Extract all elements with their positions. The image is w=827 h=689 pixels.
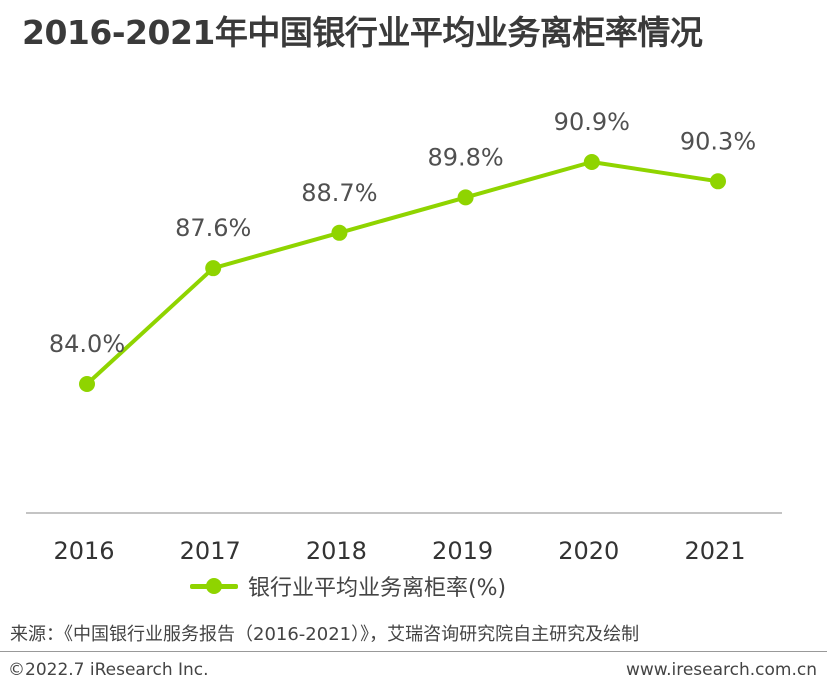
data-label-2016: 84.0%: [49, 330, 125, 358]
x-tick-label-2018: 2018: [306, 537, 367, 565]
x-tick-label-2021: 2021: [684, 537, 745, 565]
x-tick-label-2019: 2019: [432, 537, 493, 565]
data-label-2017: 87.6%: [175, 214, 251, 242]
chart-legend: 银行业平均业务离柜率(%): [190, 570, 506, 602]
data-label-2020: 90.9%: [554, 108, 630, 136]
data-point-2018: [331, 224, 348, 241]
x-tick-label-2016: 2016: [53, 537, 114, 565]
data-point-2017: [205, 260, 222, 277]
data-point-2019: [457, 189, 474, 206]
x-tick-label-2020: 2020: [558, 537, 619, 565]
copyright-text: ©2022.7 iResearch Inc.: [8, 660, 209, 680]
x-tick-label-2017: 2017: [180, 537, 241, 565]
chart-title: 2016-2021年中国银行业平均业务离柜率情况: [22, 13, 703, 52]
legend-line-marker: [190, 577, 238, 594]
legend-label: 银行业平均业务离柜率(%): [248, 576, 507, 601]
data-point-2021: [710, 173, 726, 190]
data-point-2020: [583, 154, 600, 170]
data-label-2019: 89.8%: [427, 143, 503, 171]
footer-divider: [0, 651, 827, 652]
data-point-2016: [79, 376, 95, 392]
series-line: [85, 160, 719, 386]
data-label-2018: 88.7%: [301, 179, 377, 207]
website-link[interactable]: www.iresearch.com.cn: [625, 660, 817, 680]
data-label-2021: 90.3%: [680, 127, 756, 155]
source-note: 来源：《中国银行业服务报告（2016-2021）》，艾瑞咨询研究院自主研究及绘制: [10, 624, 640, 645]
